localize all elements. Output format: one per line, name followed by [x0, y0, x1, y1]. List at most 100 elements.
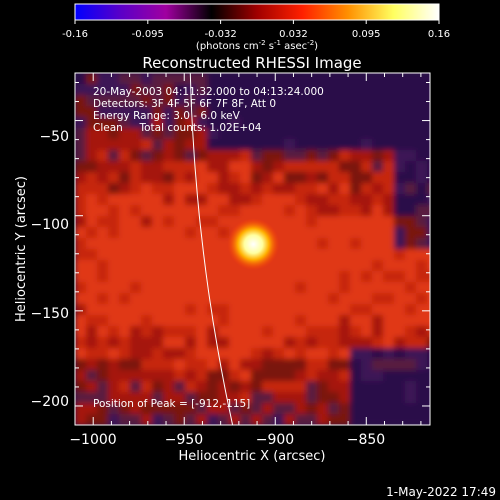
- heatmap-cell: [240, 315, 252, 327]
- heatmap-cell: [174, 293, 186, 305]
- heatmap-cell: [130, 304, 142, 316]
- heatmap-cell: [306, 326, 318, 338]
- heatmap-cell: [361, 337, 373, 349]
- heatmap-cell: [262, 183, 274, 195]
- heatmap-cell: [163, 205, 175, 217]
- heatmap-cell: [328, 150, 340, 162]
- heatmap-cell: [306, 238, 318, 250]
- heatmap-cell: [207, 227, 219, 239]
- heatmap-cell: [394, 260, 406, 272]
- heatmap-cell: [207, 194, 219, 206]
- heatmap-cell: [185, 315, 197, 327]
- heatmap-cell: [372, 271, 384, 283]
- heatmap-cell: [317, 271, 329, 283]
- heatmap-cell: [240, 293, 252, 305]
- heatmap-cell: [427, 117, 430, 129]
- heatmap-cell: [97, 337, 109, 349]
- heatmap-cell: [251, 84, 263, 96]
- heatmap-cell: [394, 194, 406, 206]
- heatmap-cell: [174, 337, 186, 349]
- heatmap-cell: [339, 73, 351, 85]
- heatmap-cell: [339, 84, 351, 96]
- heatmap-cell: [273, 205, 285, 217]
- heatmap-cell: [229, 304, 241, 316]
- heatmap-cell: [152, 95, 164, 107]
- heatmap-cell: [130, 271, 142, 283]
- heatmap-cell: [229, 95, 241, 107]
- heatmap-cell: [141, 238, 153, 250]
- heatmap-cell: [427, 128, 430, 140]
- heatmap-cell: [86, 260, 98, 272]
- heatmap-cell: [218, 282, 230, 294]
- heatmap-cell: [240, 271, 252, 283]
- heatmap-cell: [306, 194, 318, 206]
- heatmap-cell: [185, 370, 197, 382]
- heatmap-cell: [394, 282, 406, 294]
- heatmap-cell: [240, 106, 252, 118]
- heatmap-cell: [328, 293, 340, 305]
- heatmap-cell: [86, 128, 98, 140]
- heatmap-cell: [339, 106, 351, 118]
- x-tick-label: −1000: [69, 432, 116, 448]
- heatmap-cell: [185, 139, 197, 151]
- heatmap-cell: [207, 403, 219, 415]
- heatmap-cell: [97, 414, 109, 425]
- heatmap-cell: [141, 414, 153, 425]
- y-tick-label: −100: [31, 217, 69, 233]
- heatmap-cell: [339, 293, 351, 305]
- heatmap-cell: [218, 205, 230, 217]
- heatmap-cell: [207, 128, 219, 140]
- heatmap-cell: [251, 161, 263, 173]
- heatmap-cell: [372, 95, 384, 107]
- heatmap-cell: [328, 183, 340, 195]
- heatmap-cell: [163, 128, 175, 140]
- heatmap-cell: [416, 282, 428, 294]
- heatmap-cell: [350, 260, 362, 272]
- annotation-line-1: Detectors: 3F 4F 5F 6F 7F 8F, Att 0: [93, 98, 276, 110]
- heatmap-cell: [163, 84, 175, 96]
- heatmap-cell: [218, 106, 230, 118]
- heatmap-cell: [427, 271, 430, 283]
- heatmap-cell: [317, 106, 329, 118]
- heatmap-cell: [273, 249, 285, 261]
- heatmap-cell: [372, 403, 384, 415]
- heatmap-cell: [152, 161, 164, 173]
- heatmap-cell: [251, 326, 263, 338]
- heatmap-cell: [383, 84, 395, 96]
- heatmap-cell: [262, 414, 274, 425]
- heatmap-cell: [284, 370, 296, 382]
- heatmap-cell: [295, 282, 307, 294]
- heatmap-cell: [372, 117, 384, 129]
- heatmap-cell: [141, 249, 153, 261]
- heatmap-cell: [196, 216, 208, 228]
- heatmap-cell: [130, 227, 142, 239]
- heatmap-cell: [383, 381, 395, 393]
- heatmap-cell: [240, 381, 252, 393]
- heatmap-cell: [141, 205, 153, 217]
- heatmap-cell: [207, 370, 219, 382]
- heatmap-cell: [163, 172, 175, 184]
- heatmap-cell: [350, 73, 362, 85]
- heatmap-cell: [119, 106, 131, 118]
- heatmap-cell: [119, 227, 131, 239]
- heatmap-cell: [361, 249, 373, 261]
- heatmap-cell: [119, 216, 131, 228]
- heatmap-cell: [317, 304, 329, 316]
- heatmap-cell: [284, 106, 296, 118]
- heatmap-cell: [372, 260, 384, 272]
- heatmap-cell: [75, 249, 87, 261]
- heatmap-cell: [229, 315, 241, 327]
- heatmap-cell: [383, 161, 395, 173]
- heatmap-cell: [383, 337, 395, 349]
- heatmap-cell: [152, 205, 164, 217]
- heatmap-cell: [218, 370, 230, 382]
- heatmap-cell: [108, 205, 120, 217]
- heatmap-cell: [141, 315, 153, 327]
- heatmap-cell: [196, 304, 208, 316]
- heatmap-cell: [174, 73, 186, 85]
- heatmap-cell: [262, 271, 274, 283]
- heatmap-cell: [130, 95, 142, 107]
- heatmap-cell: [251, 205, 263, 217]
- heatmap-cell: [229, 161, 241, 173]
- heatmap-cell: [86, 139, 98, 151]
